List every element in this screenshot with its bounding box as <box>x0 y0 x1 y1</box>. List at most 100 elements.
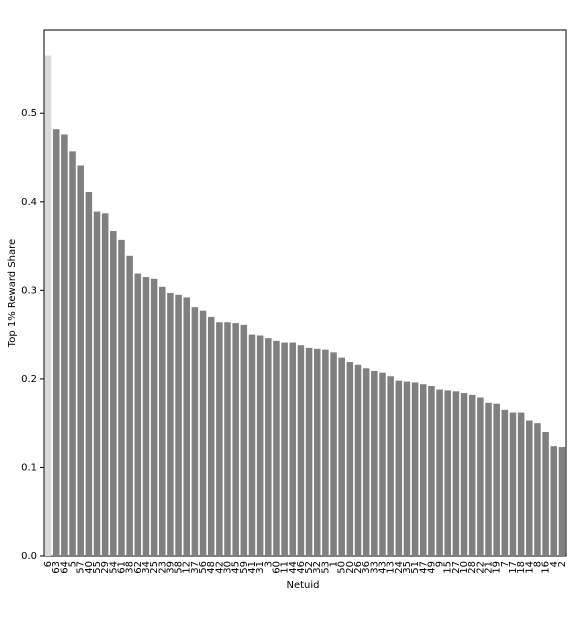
x-tick-label: 56 <box>198 561 209 574</box>
x-tick-label: 49 <box>426 561 437 574</box>
bar <box>477 397 484 556</box>
bar <box>167 293 174 556</box>
x-tick-label: 16 <box>541 561 552 574</box>
bar <box>248 334 256 556</box>
x-tick-label: 39 <box>165 561 176 574</box>
x-tick-label: 57 <box>76 561 87 574</box>
x-tick-label: 43 <box>377 561 388 574</box>
bar <box>240 324 248 556</box>
bar <box>403 381 411 556</box>
bar <box>362 368 370 556</box>
x-tick-label: 17 <box>508 561 519 574</box>
x-tick-label: 13 <box>386 561 397 574</box>
x-tick-label: 19 <box>492 561 503 574</box>
x-tick-label: 51 <box>410 561 421 574</box>
bar <box>485 402 492 556</box>
bar <box>191 307 199 556</box>
y-tick-label: 0.3 <box>21 285 37 296</box>
bar <box>517 412 525 556</box>
x-tick-label: 40 <box>84 561 95 574</box>
bar <box>77 165 84 556</box>
bar <box>289 342 297 556</box>
bar <box>452 391 460 556</box>
x-tick-label: 46 <box>296 561 307 574</box>
bar <box>256 335 264 556</box>
x-tick-label: 9 <box>435 561 446 567</box>
bar <box>387 376 394 556</box>
x-tick-label: 32 <box>312 561 323 574</box>
bar <box>126 255 133 556</box>
bar <box>44 55 52 556</box>
bar <box>436 389 443 556</box>
x-tick-label: 25 <box>149 561 160 574</box>
bar <box>468 394 476 556</box>
bar <box>501 409 509 556</box>
x-tick-label: 5 <box>68 561 79 567</box>
x-tick-label: 47 <box>418 561 429 574</box>
x-tick-label: 29 <box>100 561 111 574</box>
y-tick-label: 0.5 <box>21 108 37 119</box>
x-tick-label: 20 <box>345 561 356 574</box>
bar <box>411 382 419 556</box>
x-tick-label: 63 <box>51 561 62 574</box>
x-tick-label: 64 <box>59 561 70 574</box>
bar <box>297 345 305 556</box>
x-tick-label: 12 <box>182 561 193 574</box>
bar <box>550 446 558 556</box>
y-axis-label: Top 1% Reward Share <box>7 239 18 348</box>
bar <box>207 316 215 556</box>
x-tick-label: 33 <box>369 561 380 574</box>
bar <box>52 129 60 556</box>
bar <box>428 385 435 556</box>
bar <box>69 151 76 556</box>
x-tick-label: 45 <box>231 561 242 574</box>
bar <box>265 338 272 556</box>
x-tick-label: 35 <box>402 561 413 574</box>
bar <box>542 432 549 556</box>
x-tick-label: 8 <box>532 561 543 567</box>
x-tick-label: 58 <box>174 561 185 574</box>
x-tick-label: 52 <box>304 561 315 574</box>
x-tick-label: 60 <box>271 561 282 574</box>
bar <box>93 211 101 556</box>
bar <box>305 347 313 556</box>
x-tick-label: 41 <box>247 561 258 574</box>
bar <box>313 348 321 556</box>
bar <box>110 231 117 556</box>
bar <box>379 372 386 556</box>
x-tick-label: 36 <box>361 561 372 574</box>
x-tick-label: 48 <box>206 561 217 574</box>
bar <box>322 349 329 556</box>
bar <box>101 213 109 556</box>
x-tick-label: 31 <box>255 561 266 574</box>
bar <box>460 393 468 556</box>
x-tick-label: 24 <box>394 561 405 574</box>
bar <box>509 412 517 556</box>
x-tick-label: 7 <box>500 561 511 567</box>
y-tick-label: 0.2 <box>21 374 37 385</box>
bar <box>558 447 566 556</box>
x-tick-label: 3 <box>263 561 274 567</box>
x-tick-label: 21 <box>484 561 495 574</box>
y-tick-label: 0.0 <box>21 551 37 562</box>
bar <box>338 357 345 556</box>
bar <box>493 403 500 556</box>
x-tick-label: 27 <box>451 561 462 574</box>
bar <box>444 390 451 556</box>
bar <box>273 340 280 556</box>
bar <box>216 322 223 556</box>
bar <box>199 310 207 556</box>
x-tick-label: 15 <box>443 561 454 574</box>
x-tick-label: 18 <box>516 561 527 574</box>
x-tick-label: 53 <box>320 561 331 574</box>
bar <box>175 294 182 556</box>
x-tick-label: 30 <box>223 561 234 574</box>
x-tick-label: 2 <box>557 561 568 567</box>
x-tick-label: 22 <box>475 561 486 574</box>
bar <box>354 364 362 556</box>
bar <box>150 278 158 556</box>
x-tick-label: 42 <box>214 561 225 574</box>
bar <box>183 297 190 556</box>
x-tick-label: 10 <box>459 561 470 574</box>
